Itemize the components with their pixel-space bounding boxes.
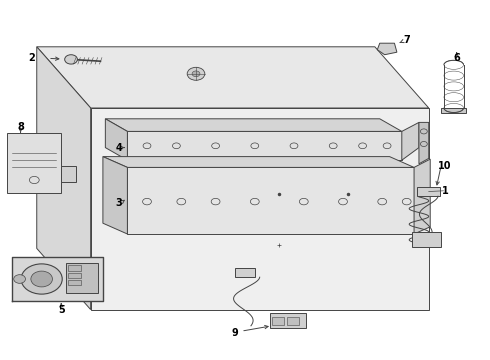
Polygon shape [37,47,429,108]
Polygon shape [377,43,397,55]
Polygon shape [37,47,91,310]
Text: 1: 1 [441,186,448,196]
Circle shape [21,264,62,294]
Polygon shape [414,159,430,234]
Polygon shape [235,268,255,277]
Polygon shape [412,232,441,247]
Polygon shape [419,122,429,164]
Polygon shape [287,317,299,325]
Polygon shape [127,131,402,160]
Polygon shape [441,108,466,113]
Polygon shape [68,280,81,285]
Text: 7: 7 [403,35,410,45]
Circle shape [14,275,25,283]
Circle shape [192,71,200,77]
Polygon shape [66,263,98,293]
Polygon shape [270,313,306,328]
Polygon shape [68,265,81,271]
Text: 10: 10 [438,161,452,171]
Text: 3: 3 [115,198,122,208]
Circle shape [187,67,205,80]
Polygon shape [91,108,429,310]
Polygon shape [103,157,414,167]
Polygon shape [103,157,127,234]
Text: 2: 2 [28,53,35,63]
Polygon shape [105,119,402,131]
Polygon shape [7,133,61,193]
Polygon shape [68,273,81,278]
Polygon shape [12,257,103,301]
Text: 6: 6 [453,53,460,63]
Circle shape [31,271,52,287]
Circle shape [65,55,77,64]
Polygon shape [127,167,414,234]
Polygon shape [402,122,419,160]
Polygon shape [105,119,127,160]
Polygon shape [61,166,76,182]
Text: 9: 9 [232,328,239,338]
Text: 4: 4 [115,143,122,153]
Text: 5: 5 [58,305,65,315]
Polygon shape [272,317,284,325]
Polygon shape [416,187,440,196]
Text: 8: 8 [17,122,24,132]
